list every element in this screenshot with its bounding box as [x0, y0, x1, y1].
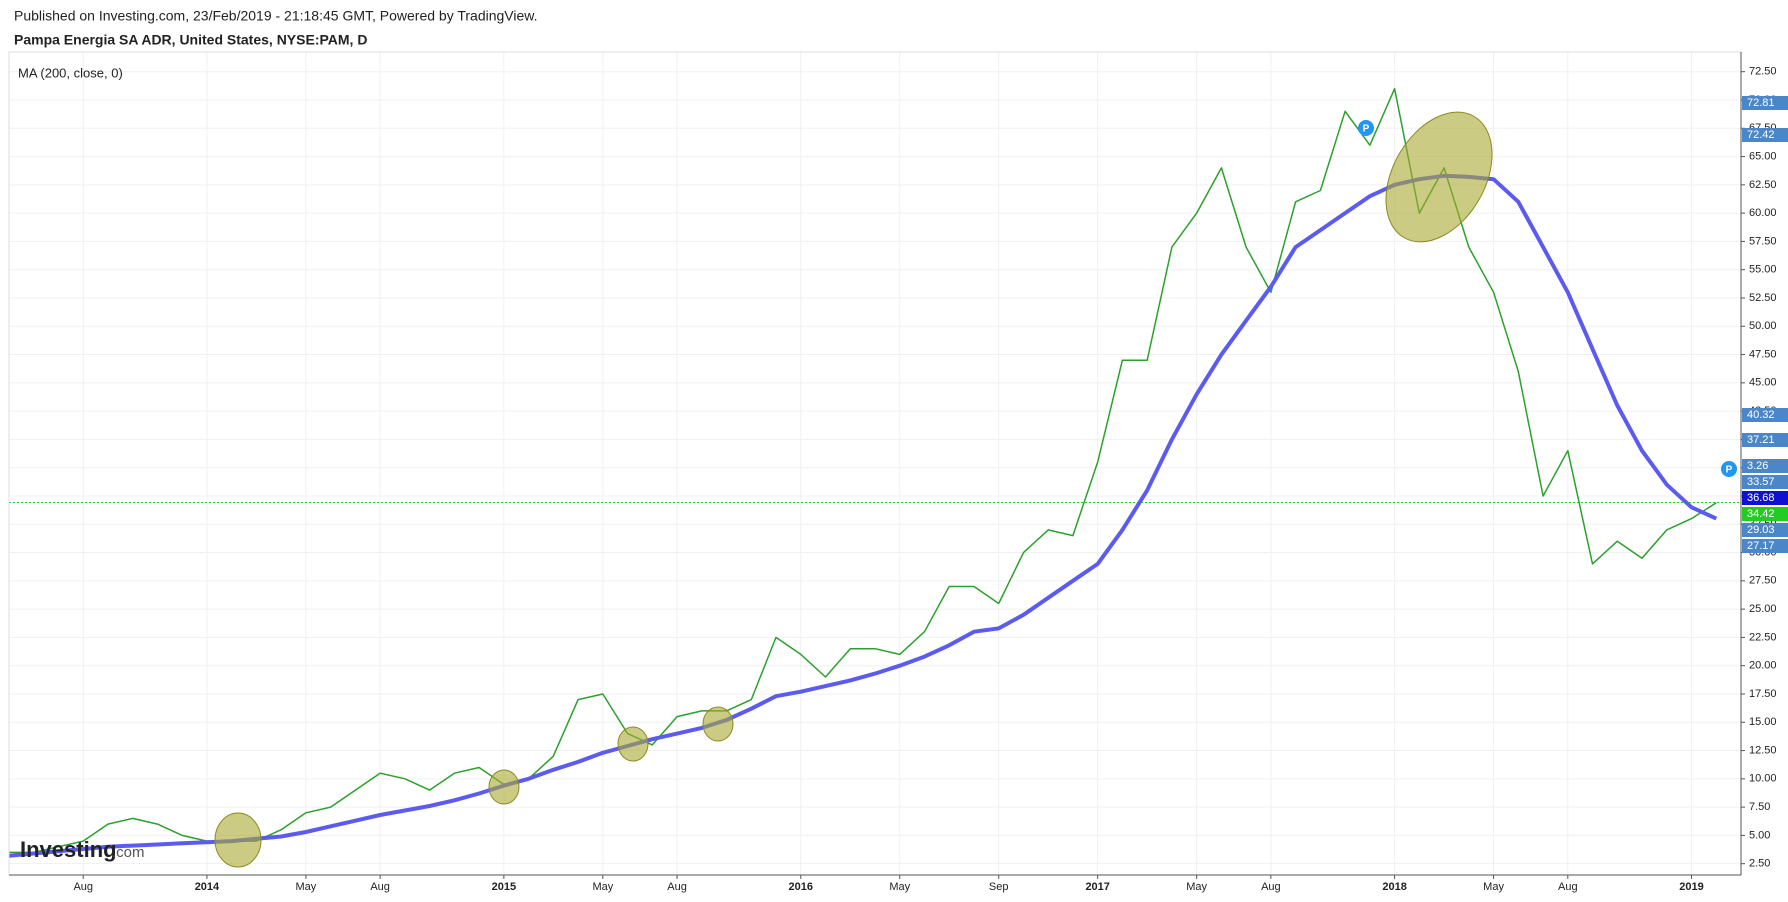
publish-marker-label: P — [1363, 124, 1370, 135]
x-tick-label: Aug — [370, 881, 390, 893]
price-tag-label: 37.21 — [1747, 434, 1775, 446]
price-tag-label: 36.68 — [1747, 492, 1775, 504]
watermark: Investing — [20, 837, 117, 862]
y-tick-label: 27.50 — [1749, 575, 1777, 587]
y-tick-label: 5.00 — [1749, 829, 1770, 841]
x-tick-label: 2014 — [195, 881, 220, 893]
price-tag — [1742, 539, 1788, 553]
x-tick-label: 2018 — [1382, 881, 1406, 893]
chart-title: Pampa Energia SA ADR, United States, NYS… — [14, 32, 367, 48]
y-tick-label: 12.50 — [1749, 744, 1777, 756]
price-tag — [1742, 128, 1788, 142]
price-tag — [1742, 433, 1788, 447]
y-tick-label: 2.50 — [1749, 858, 1770, 870]
publish-marker — [1358, 120, 1374, 136]
x-tick-label: May — [296, 881, 317, 893]
price-tag-label: 34.42 — [1747, 508, 1775, 520]
y-tick-label: 50.00 — [1749, 320, 1777, 332]
y-tick-label: 60.00 — [1749, 207, 1777, 219]
price-tag — [1742, 523, 1788, 537]
x-tick-label: Sep — [989, 881, 1009, 893]
price-tag — [1742, 408, 1788, 422]
markers: P P — [1358, 120, 1737, 477]
x-tick-label: 2017 — [1085, 881, 1109, 893]
price-tag-label: 33.57 — [1747, 476, 1775, 488]
y-tick-label: 65.00 — [1749, 150, 1777, 162]
price-tag-label: 72.42 — [1747, 129, 1775, 141]
annotations — [214, 111, 1493, 868]
annotation-ellipse — [488, 769, 520, 805]
marks — [8, 87, 1741, 858]
y-tick-label: 20.00 — [1749, 660, 1777, 672]
y-tick-label: 15.00 — [1749, 716, 1777, 728]
x-tick-label: May — [1483, 881, 1504, 893]
price-tag-label: 27.17 — [1747, 540, 1775, 552]
annotation-ellipse — [214, 812, 262, 868]
y-tick-label: 55.00 — [1749, 264, 1777, 276]
ma-line — [8, 173, 1718, 858]
x-tick-label: May — [592, 881, 613, 893]
x-tick-label: 2019 — [1679, 881, 1703, 893]
y-tick-label: 17.50 — [1749, 688, 1777, 700]
y-tick-label: 52.50 — [1749, 292, 1777, 304]
annotation-ellipse — [702, 706, 734, 742]
x-tick-label: 2016 — [789, 881, 813, 893]
x-tick-label: May — [1186, 881, 1207, 893]
x-tick-label: Aug — [1261, 881, 1281, 893]
price-tag — [1742, 96, 1788, 110]
x-tick-label: May — [889, 881, 910, 893]
x-tick-label: 2015 — [492, 881, 516, 893]
y-tick-label: 7.50 — [1749, 801, 1770, 813]
legend-entry: MA (200, close, 0) — [18, 65, 123, 80]
y-tick-label: 72.50 — [1749, 66, 1777, 78]
y-tick-label: 57.50 — [1749, 235, 1777, 247]
price-tag-label: 29.03 — [1747, 524, 1775, 536]
y-tick-label: 25.00 — [1749, 603, 1777, 615]
x-tick-label: Aug — [73, 881, 93, 893]
annotation-ellipse — [617, 726, 649, 762]
x-tick-label: Aug — [667, 881, 687, 893]
annotation-ellipse — [1385, 111, 1493, 243]
price-tag — [1742, 491, 1788, 505]
price-tag — [1742, 475, 1788, 489]
watermark-suffix: .com — [112, 844, 145, 861]
y-tick-label: 10.00 — [1749, 773, 1777, 785]
price-tag-label: 3.26 — [1747, 460, 1768, 472]
price-tag-label: 72.81 — [1747, 97, 1775, 109]
publish-marker-label: P — [1726, 465, 1733, 476]
y-tick-label: 45.00 — [1749, 377, 1777, 389]
y-tick-label: 47.50 — [1749, 348, 1777, 360]
price-tag — [1742, 507, 1788, 521]
publish-marker — [1721, 461, 1737, 477]
header: Published on Investing.com, 23/Feb/2019 … — [14, 8, 538, 24]
price-tag-label: 40.32 — [1747, 409, 1775, 421]
y-tick-label: 62.50 — [1749, 179, 1777, 191]
x-tick-label: Aug — [1558, 881, 1578, 893]
y-tick-label: 22.50 — [1749, 631, 1777, 643]
price-tag — [1742, 459, 1788, 473]
grid — [9, 52, 1741, 875]
